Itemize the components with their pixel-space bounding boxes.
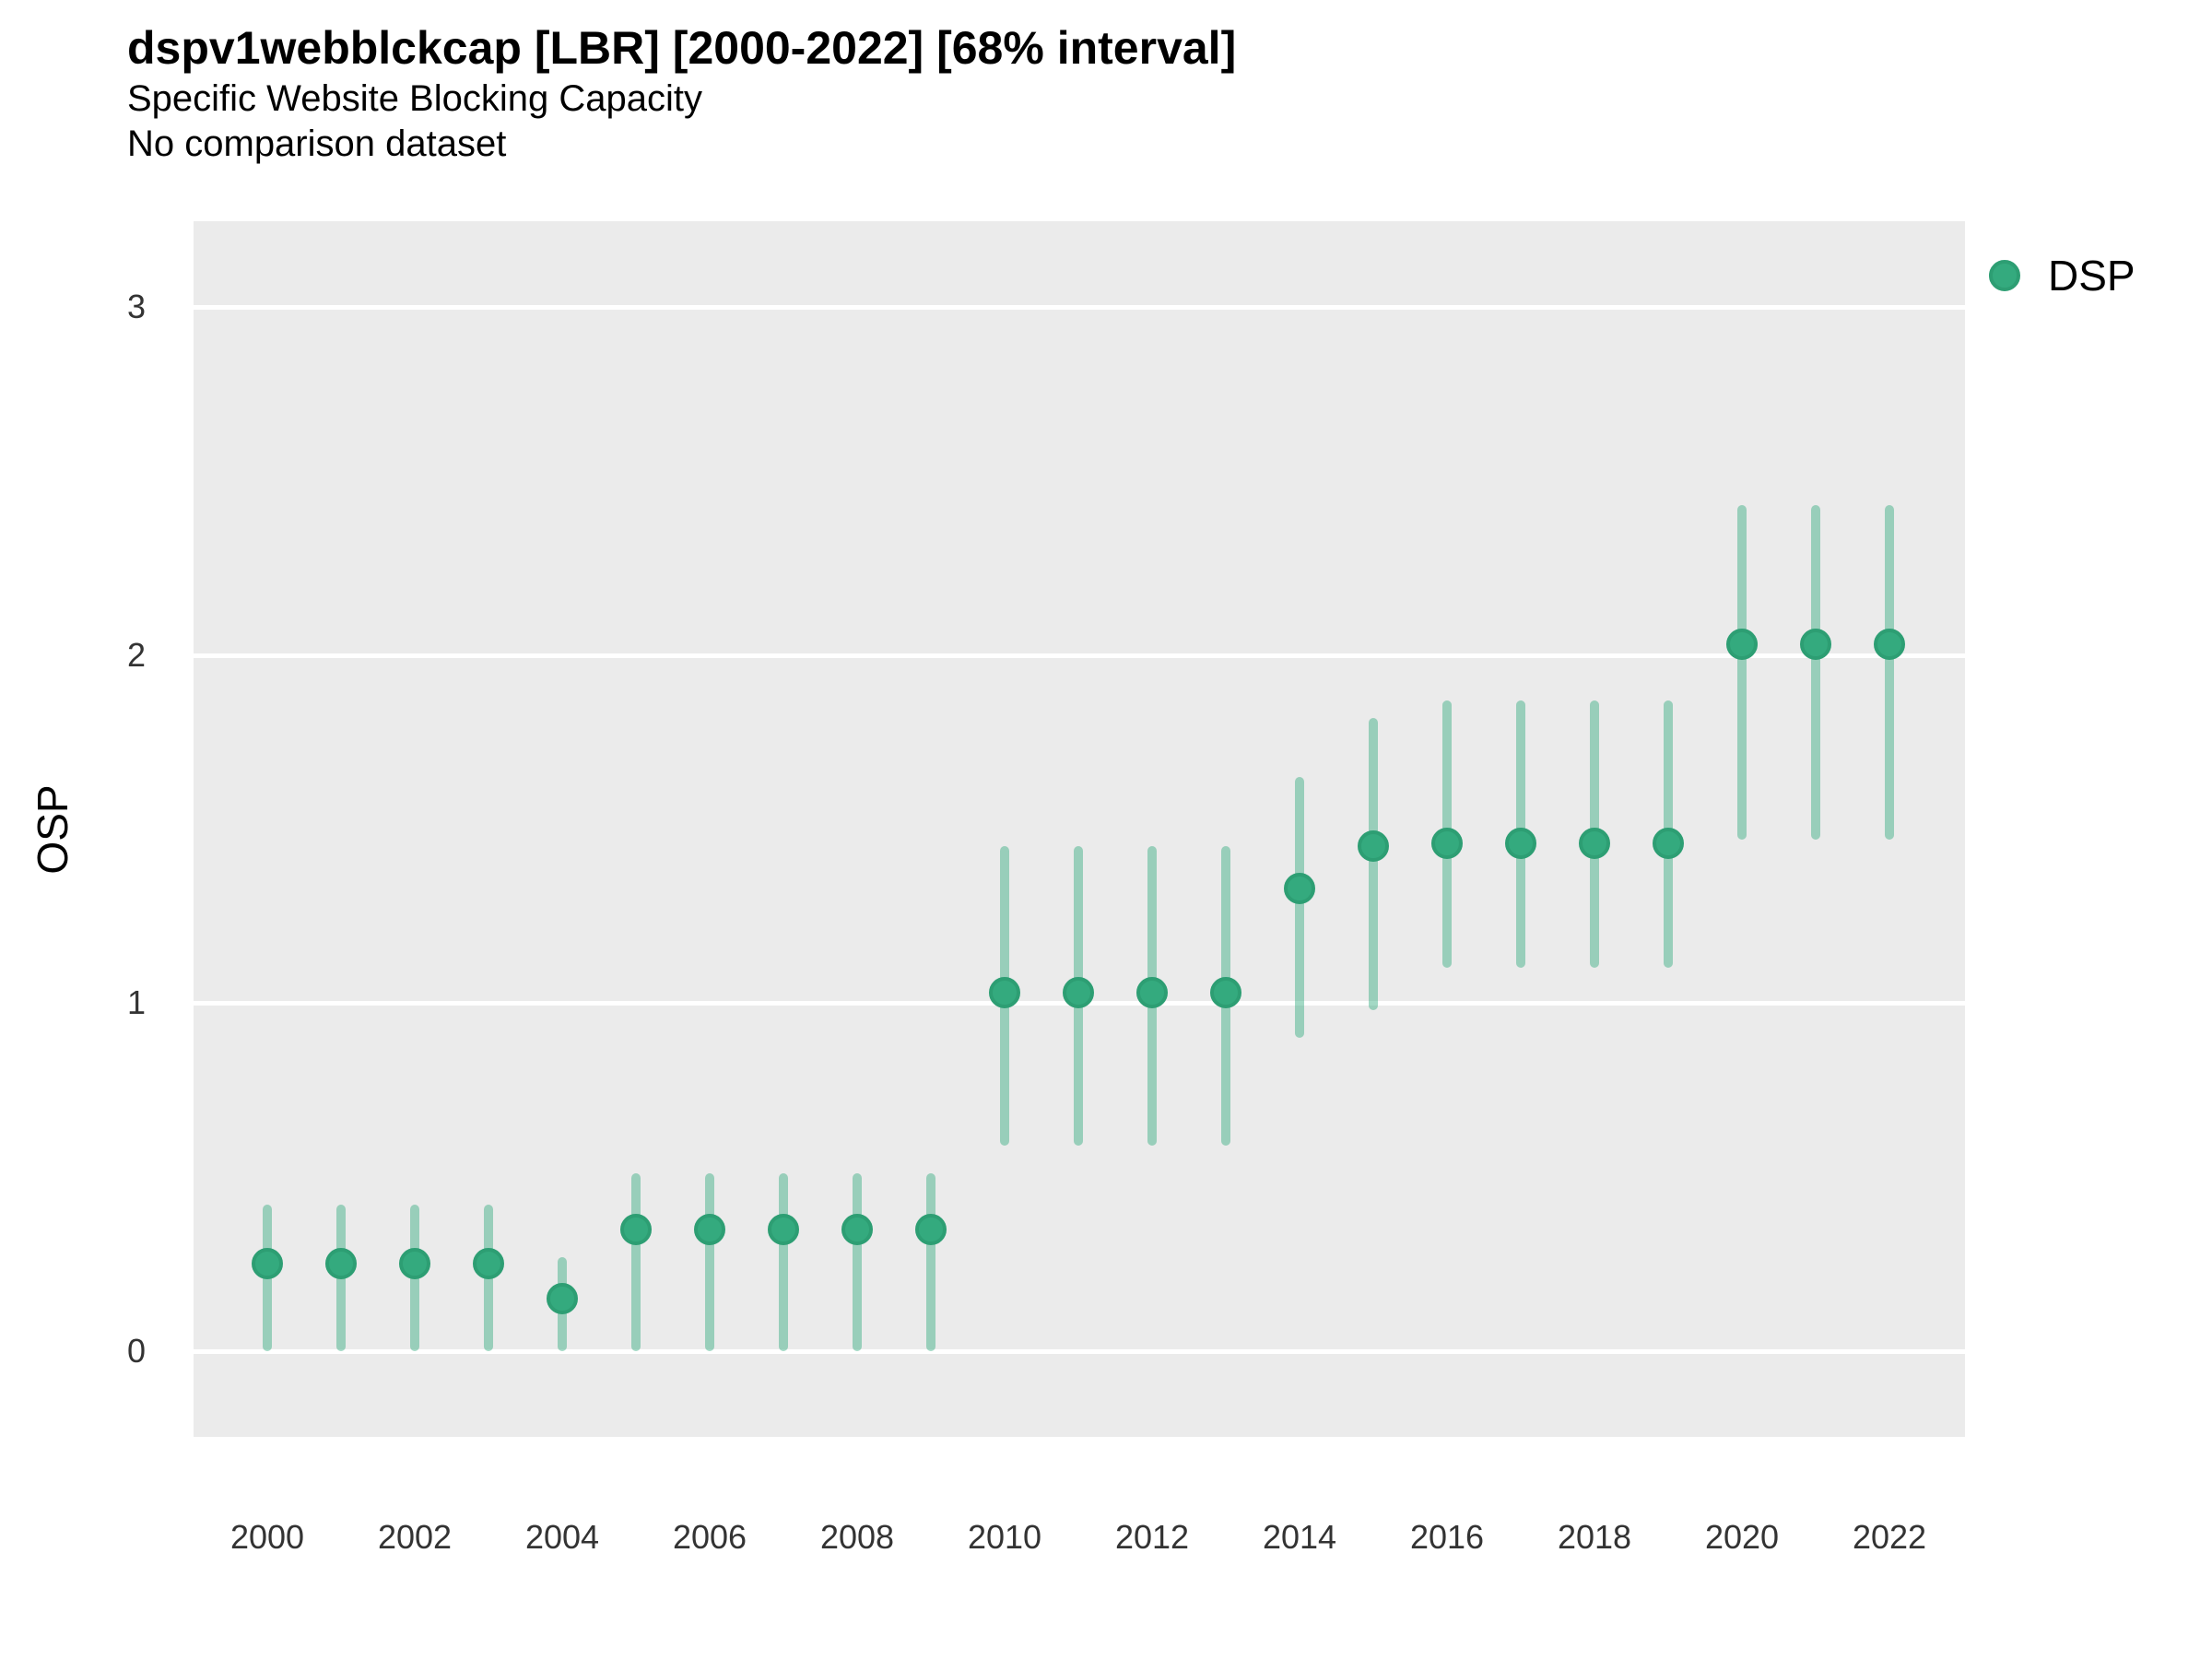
- y-tick-label-2: 2: [126, 635, 146, 674]
- error-bar-2007: [779, 1173, 788, 1351]
- gridline-y-2: [194, 653, 1965, 658]
- data-point-2014: [1284, 872, 1315, 904]
- data-point-2021: [1800, 629, 1831, 661]
- x-tick-label-2010: 2010: [967, 1518, 1042, 1556]
- x-tick-label-2008: 2008: [819, 1518, 895, 1556]
- x-tick-label-2002: 2002: [377, 1518, 453, 1556]
- legend-dot-icon: [1989, 260, 2020, 291]
- data-point-2009: [915, 1213, 947, 1245]
- data-point-2015: [1358, 830, 1389, 863]
- plot-panel: [194, 221, 1965, 1437]
- data-point-2017: [1505, 827, 1536, 859]
- error-bar-2020: [1737, 505, 1747, 840]
- x-tick-label-2012: 2012: [1114, 1518, 1190, 1556]
- y-axis-label: OSP: [29, 784, 76, 875]
- gridline-y-0: [194, 1348, 1965, 1354]
- x-tick-label-2000: 2000: [229, 1518, 305, 1556]
- data-point-2007: [768, 1213, 799, 1245]
- data-point-2018: [1579, 827, 1610, 859]
- data-point-2013: [1210, 976, 1241, 1008]
- chart-subtitle: Specific Website Blocking Capacity: [127, 78, 702, 119]
- chart-header: dspv1webblckcap [LBR] [2000-2022] [68% i…: [127, 20, 1236, 167]
- legend: DSP: [1989, 251, 2136, 300]
- data-point-2012: [1136, 976, 1168, 1008]
- x-tick-label-2004: 2004: [524, 1518, 600, 1556]
- data-point-2011: [1063, 976, 1094, 1008]
- error-bar-2006: [705, 1173, 714, 1351]
- x-tick-label-2020: 2020: [1704, 1518, 1780, 1556]
- y-tick-label-1: 1: [126, 983, 146, 1022]
- error-bar-2009: [926, 1173, 935, 1351]
- error-bar-2008: [853, 1173, 862, 1351]
- x-tick-label-2022: 2022: [1852, 1518, 1927, 1556]
- x-tick-label-2006: 2006: [672, 1518, 747, 1556]
- legend-label: DSP: [2048, 252, 2136, 300]
- data-point-2016: [1431, 827, 1463, 859]
- data-point-2022: [1874, 629, 1905, 661]
- error-bar-2022: [1885, 505, 1894, 840]
- data-point-2019: [1653, 827, 1684, 859]
- data-point-2020: [1726, 629, 1758, 661]
- chart-note: No comparison dataset: [127, 123, 507, 164]
- x-tick-label-2016: 2016: [1409, 1518, 1485, 1556]
- error-bar-2005: [631, 1173, 641, 1351]
- data-point-2008: [841, 1213, 873, 1245]
- data-point-2006: [694, 1213, 725, 1245]
- data-point-2000: [252, 1248, 283, 1280]
- data-point-2002: [399, 1248, 430, 1280]
- gridline-y-3: [194, 305, 1965, 311]
- chart-title: dspv1webblckcap [LBR] [2000-2022] [68% i…: [127, 22, 1237, 74]
- data-point-2005: [620, 1213, 652, 1245]
- y-tick-label-0: 0: [126, 1331, 146, 1370]
- data-point-2004: [547, 1283, 578, 1315]
- data-point-2003: [473, 1248, 504, 1280]
- error-bar-2014: [1295, 776, 1304, 1038]
- x-tick-label-2014: 2014: [1262, 1518, 1337, 1556]
- data-point-2010: [989, 976, 1020, 1008]
- error-bar-2015: [1369, 717, 1378, 1010]
- data-point-2001: [325, 1248, 357, 1280]
- y-tick-label-3: 3: [126, 288, 146, 326]
- error-bar-2021: [1811, 505, 1820, 840]
- x-tick-label-2018: 2018: [1557, 1518, 1632, 1556]
